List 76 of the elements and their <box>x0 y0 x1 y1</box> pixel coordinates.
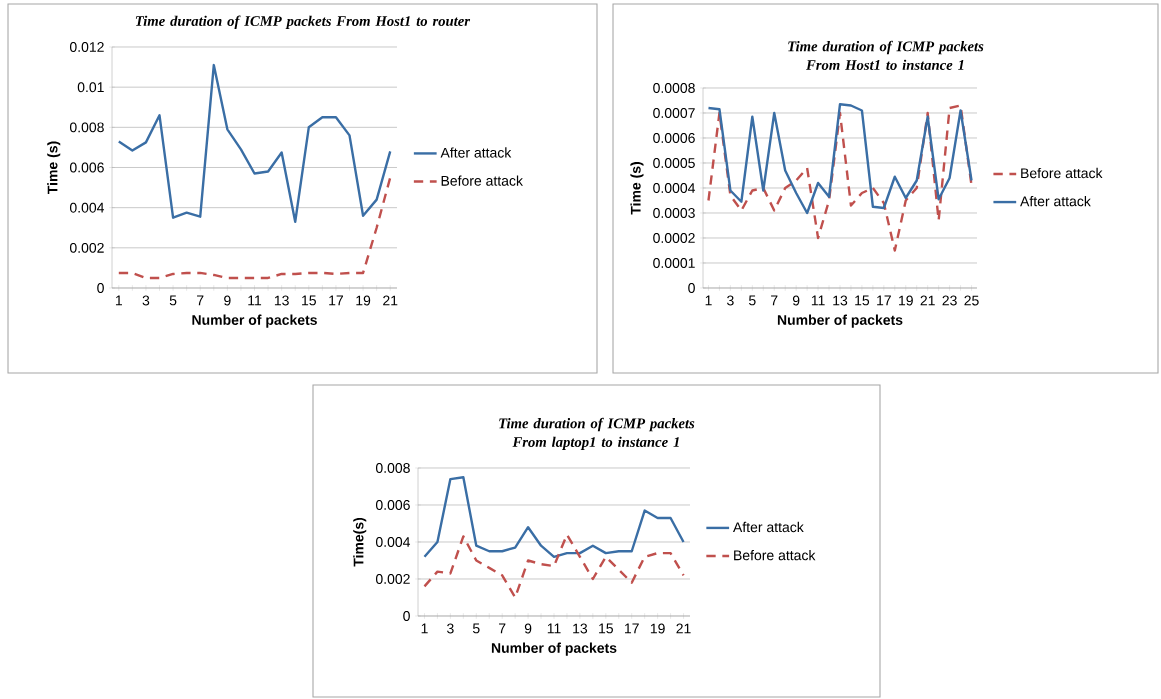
y-tick-label: 0.002 <box>375 574 410 584</box>
x-tick-label: 9 <box>524 623 532 634</box>
y-axis-title: Time (s) <box>47 141 61 195</box>
x-tick-label: 19 <box>899 295 913 306</box>
x-tick-label: 7 <box>771 295 778 306</box>
x-tick-label: 5 <box>472 623 480 634</box>
y-tick-label: 0.0001 <box>653 258 695 268</box>
x-tick-label: 9 <box>792 295 800 306</box>
line-series <box>117 63 392 223</box>
y-tick-label: 0.0008 <box>653 83 695 93</box>
legend-label: After attack <box>733 521 804 533</box>
x-tick-label: 15 <box>302 295 316 306</box>
y-tick-label: 0 <box>403 611 410 621</box>
x-tick-label: 3 <box>142 295 150 306</box>
x-axis-title: Number of packets <box>491 642 617 656</box>
x-tick-label: 1 <box>421 623 428 634</box>
y-tick-label: 0.006 <box>375 500 410 510</box>
x-tick-label: 15 <box>599 623 613 634</box>
x-tick-label: 21 <box>676 623 691 634</box>
y-tick-label: 0.004 <box>375 537 411 547</box>
legend-label: After attack <box>1020 196 1091 207</box>
legend-label: After attack <box>440 147 512 158</box>
x-tick-label: 5 <box>169 295 177 306</box>
y-tick-label: 0 <box>688 283 695 293</box>
y-tick-label: 0.0007 <box>653 108 695 118</box>
chart-title: Time duration of ICMP packets From laptop1 to instance 1 <box>499 417 695 450</box>
x-axis-title: Number of packets <box>192 314 317 328</box>
chart-title: Time duration of ICMP packets From Host1 to instance 1 <box>788 40 984 70</box>
y-tick-label: 0.0004 <box>653 183 696 193</box>
y-tick-label: 0.01 <box>77 82 104 93</box>
x-tick-label: 11 <box>248 295 262 306</box>
x-tick-label: 1 <box>705 295 712 306</box>
x-tick-label: 23 <box>942 295 957 306</box>
y-axis-title: Time (s) <box>630 162 644 215</box>
x-tick-label: 17 <box>877 295 891 306</box>
chart-title: Time duration of ICMP packets From Host1 to router <box>135 15 471 29</box>
x-axis-title: Number of packets <box>777 314 903 328</box>
x-tick-label: 19 <box>650 623 665 634</box>
x-tick-label: 13 <box>573 623 588 634</box>
x-tick-label: 9 <box>224 295 231 306</box>
y-tick-label: 0 <box>97 283 104 293</box>
x-tick-label: 15 <box>855 295 870 306</box>
legend-label: Before attack <box>1021 167 1103 179</box>
x-tick-label: 1 <box>115 295 122 306</box>
y-tick-label: 0.0006 <box>653 133 695 143</box>
x-tick-label: 21 <box>383 295 398 306</box>
x-tick-label: 13 <box>833 295 848 306</box>
line-series <box>423 476 685 558</box>
y-tick-label: 0.008 <box>375 463 410 473</box>
line-series <box>707 104 973 252</box>
legend-label: Before attack <box>734 550 816 561</box>
x-tick-label: 13 <box>274 295 289 306</box>
x-tick-label: 3 <box>447 623 454 634</box>
x-tick-label: 21 <box>920 295 935 306</box>
line-series <box>707 103 973 215</box>
legend-label: Before attack <box>441 175 523 186</box>
x-tick-label: 7 <box>197 295 204 306</box>
x-tick-label: 17 <box>625 623 639 634</box>
x-tick-label: 5 <box>748 295 756 306</box>
x-tick-label: 25 <box>964 295 979 306</box>
y-tick-label: 0.006 <box>69 162 104 173</box>
x-tick-label: 19 <box>356 295 371 306</box>
y-tick-label: 0.0002 <box>653 233 695 243</box>
y-tick-label: 0.002 <box>69 242 104 253</box>
y-tick-label: 0.004 <box>69 202 105 213</box>
y-tick-label: 0.012 <box>69 42 104 52</box>
x-tick-label: 11 <box>811 295 825 306</box>
y-tick-label: 0.0003 <box>653 208 695 218</box>
x-tick-label: 3 <box>727 295 734 306</box>
x-tick-label: 17 <box>329 295 343 306</box>
y-axis-title: Time(s) <box>353 517 367 567</box>
x-tick-label: 7 <box>499 623 506 634</box>
line-series <box>423 533 685 599</box>
y-tick-label: 0.008 <box>69 122 104 133</box>
y-tick-label: 0.0005 <box>653 158 695 168</box>
x-tick-label: 11 <box>547 623 561 634</box>
